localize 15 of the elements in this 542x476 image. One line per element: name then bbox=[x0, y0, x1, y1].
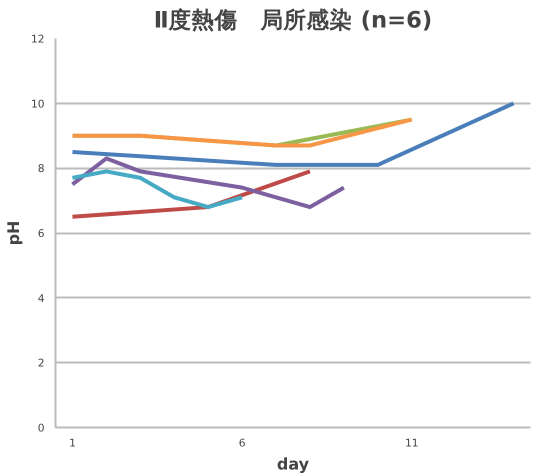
y-tick-label: 8 bbox=[38, 162, 45, 176]
x-axis-title: day bbox=[276, 454, 310, 474]
y-tick-label: 4 bbox=[38, 292, 45, 305]
y-axis-title: pH bbox=[4, 220, 23, 246]
y-tick-label: 0 bbox=[38, 422, 45, 434]
x-tick-label: 6 bbox=[238, 436, 246, 450]
x-tick-label: 11 bbox=[404, 436, 419, 450]
chart-title: Ⅱ度熱傷 局所感染 (n=6) bbox=[154, 6, 432, 34]
line-series bbox=[70, 169, 244, 210]
line-series bbox=[70, 156, 346, 210]
y-tick-label: 2 bbox=[38, 356, 44, 370]
y-tick-label: 12 bbox=[30, 32, 45, 46]
y-tick-label: 6 bbox=[38, 227, 45, 240]
y-tick-label: 10 bbox=[30, 97, 45, 110]
x-tick-label: 1 bbox=[69, 436, 76, 450]
